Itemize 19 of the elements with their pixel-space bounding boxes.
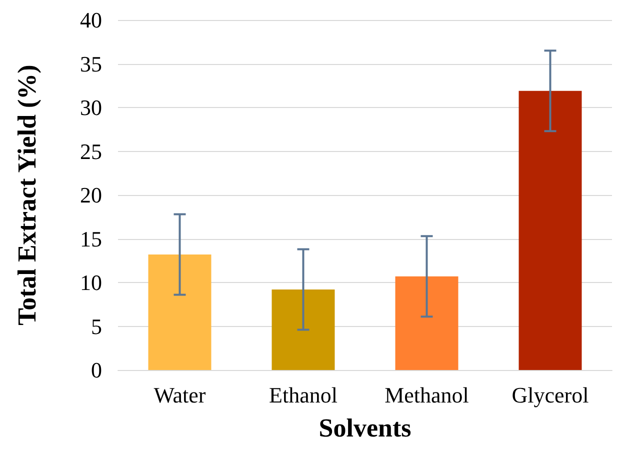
bar [272,290,335,370]
y-tick-label: 40 [80,8,102,32]
x-axis-title: Solvents [318,414,412,442]
y-tick-label: 25 [80,138,102,164]
y-tick-label: 35 [80,51,102,76]
y-tick-label: 20 [80,182,102,208]
y-axis-title: Total Extract Yield (%) [12,64,42,326]
y-tick-label: 30 [80,95,102,120]
y-tick-label: 10 [80,270,102,295]
y-tick-label: 5 [91,314,102,339]
bar [395,276,458,370]
bar [148,254,212,370]
y-tick-label: 15 [80,226,102,252]
x-tick-label: Glycerol [512,382,589,408]
bar [518,90,582,370]
x-tick-label: Methanol [384,382,469,408]
y-tick-label: 0 [91,358,102,382]
x-tick-label: Ethanol [269,382,338,408]
x-tick-label: Water [154,382,206,408]
